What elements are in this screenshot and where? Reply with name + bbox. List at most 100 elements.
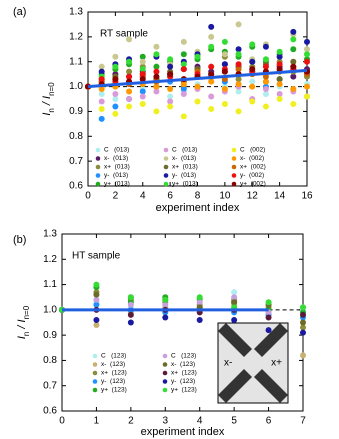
data-point (221, 68, 228, 75)
legend-label: x- (013) (172, 155, 196, 162)
legend-label: x+ (013) (172, 164, 198, 171)
data-point (208, 93, 215, 100)
legend-label: y+ (013) (104, 181, 130, 188)
data-point (139, 93, 146, 100)
data-point (180, 51, 187, 58)
legend-label: y- (123) (101, 378, 125, 385)
y-axis-label-part: n (47, 108, 56, 112)
legend-label: C (123) (101, 353, 126, 360)
data-point (139, 76, 146, 83)
data-point (304, 46, 310, 53)
legend-label: y+ (123) (101, 387, 127, 394)
legend-marker (162, 370, 168, 376)
data-point (262, 91, 269, 98)
data-point (249, 66, 256, 73)
data-point (300, 329, 306, 336)
data-point (208, 63, 215, 70)
data-point (126, 58, 133, 65)
panel-label: (b) (13, 234, 26, 246)
data-point (93, 296, 100, 303)
legend-label: C (123) (171, 353, 196, 360)
data-point (112, 110, 119, 117)
data-point (300, 324, 306, 331)
data-point (231, 289, 238, 296)
data-point (262, 73, 269, 80)
data-point (112, 96, 119, 102)
y-tick-label: 0.7 (43, 380, 57, 391)
data-point (221, 100, 228, 107)
data-point (290, 100, 297, 107)
data-point (167, 63, 174, 70)
x-tick-label: 6 (266, 416, 272, 427)
data-point (127, 301, 134, 308)
legend-marker (95, 164, 101, 170)
data-point (153, 73, 160, 80)
data-point (126, 36, 133, 43)
data-point (235, 61, 242, 68)
y-axis-label-part: / (41, 99, 53, 108)
data-point (231, 294, 238, 301)
sample-label: RT sample (100, 29, 148, 40)
data-point (127, 319, 134, 326)
data-point (98, 63, 105, 70)
data-point (208, 33, 215, 40)
data-point (139, 88, 146, 95)
data-point (221, 51, 228, 58)
data-point (265, 327, 272, 334)
legend-marker (162, 379, 168, 384)
x-tick-label: 12 (247, 191, 259, 202)
legend-marker (231, 164, 237, 170)
data-point (153, 63, 160, 70)
data-point (98, 115, 105, 122)
data-point (126, 88, 133, 95)
legend-label: y+ (013) (172, 181, 198, 188)
data-point (112, 91, 119, 98)
data-point (262, 63, 269, 70)
legend-marker (95, 147, 101, 153)
data-point (290, 73, 297, 80)
legend-label: C (013) (172, 147, 197, 154)
y-axis-label-part: n=0 (22, 305, 31, 319)
legend-marker (162, 387, 168, 393)
data-point (249, 83, 256, 90)
sample-label: HT sample (72, 251, 121, 262)
data-point (276, 81, 283, 88)
data-point (98, 91, 105, 98)
data-point (221, 61, 228, 68)
legend-marker (162, 362, 168, 367)
data-point (290, 86, 297, 93)
x-axis-label: experiment index (141, 426, 225, 438)
legend-marker (231, 173, 237, 178)
y-tick-label: 0.7 (69, 156, 83, 167)
data-point (126, 96, 133, 102)
legend-label: x+ (013) (104, 164, 130, 171)
x-tick-label: 7 (300, 416, 306, 427)
data-point (167, 93, 174, 100)
data-point (208, 43, 215, 50)
data-point (221, 86, 228, 93)
data-point (98, 68, 105, 75)
legend-label: x+ (123) (101, 370, 127, 377)
data-point (127, 311, 134, 318)
x-tick-label: 0 (59, 416, 65, 427)
x-tick-label: 1 (94, 416, 100, 427)
y-tick-label: 0.9 (43, 330, 57, 341)
y-axis-label: In / In=0 (16, 305, 31, 339)
legend-marker (92, 379, 98, 384)
y-tick-label: 1.3 (43, 229, 57, 240)
inset-label: x+ (271, 358, 282, 369)
data-point (139, 71, 146, 78)
legend-marker (92, 370, 98, 376)
data-point (153, 108, 160, 115)
data-point (235, 51, 242, 58)
data-point (180, 61, 187, 68)
legend-marker (163, 173, 169, 178)
panel-label: (a) (13, 6, 26, 18)
y-axis-label-part: I (41, 96, 53, 99)
data-point (300, 352, 306, 359)
legend-marker (163, 147, 169, 153)
legend-marker (231, 147, 237, 153)
data-point (162, 301, 169, 308)
legend-marker (92, 387, 98, 393)
data-point (290, 58, 297, 65)
